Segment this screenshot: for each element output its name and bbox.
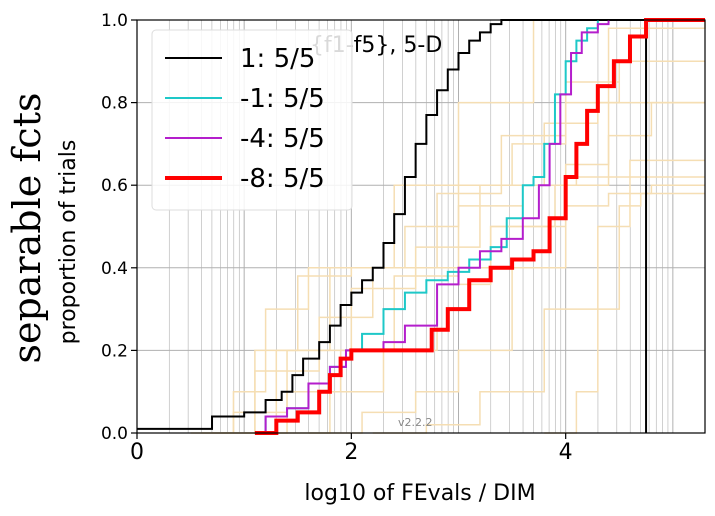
y-tick-label: 0.4 bbox=[101, 259, 128, 279]
y-tick-label: 0.6 bbox=[101, 176, 128, 196]
series-lines bbox=[137, 18, 705, 435]
y-axis-label: proportion of trials bbox=[56, 140, 81, 345]
series-line bbox=[137, 19, 705, 430]
legend: 1: 5/5 -1: 5/5 -4: 5/5 -8: 5/5 bbox=[151, 29, 353, 211]
y-ticks: 0.0 0.2 0.4 0.6 0.8 1.0 bbox=[101, 11, 137, 444]
x-axis-label: log10 of FEvals / DIM bbox=[304, 481, 535, 506]
x-tick-label: 2 bbox=[344, 440, 358, 465]
background-run-line bbox=[244, 159, 705, 434]
y-tick-label: 0.8 bbox=[101, 94, 128, 114]
x-tick-label: 0 bbox=[130, 440, 144, 465]
series-line bbox=[254, 18, 705, 435]
version-label: v2.2.2 bbox=[398, 416, 433, 429]
background-run-line bbox=[212, 60, 705, 434]
y-tick-label: 1.0 bbox=[101, 11, 128, 31]
x-ticks: 0 2 4 bbox=[130, 433, 573, 465]
background-run-line bbox=[544, 192, 705, 434]
y-tick-label: 0.0 bbox=[101, 424, 128, 444]
y-tick-label: 0.2 bbox=[101, 341, 128, 361]
plot-frame bbox=[136, 19, 706, 434]
legend-label: -4: 5/5 bbox=[240, 124, 325, 154]
legend-label: -1: 5/5 bbox=[240, 84, 325, 114]
legend-label: -8: 5/5 bbox=[240, 164, 325, 194]
background-run-line bbox=[372, 176, 705, 434]
series-line bbox=[254, 20, 610, 434]
legend-box bbox=[151, 29, 353, 211]
legend-label: 1: 5/5 bbox=[240, 44, 315, 74]
x-tick-label: 4 bbox=[559, 440, 573, 465]
side-title: separable fcts bbox=[5, 93, 49, 364]
